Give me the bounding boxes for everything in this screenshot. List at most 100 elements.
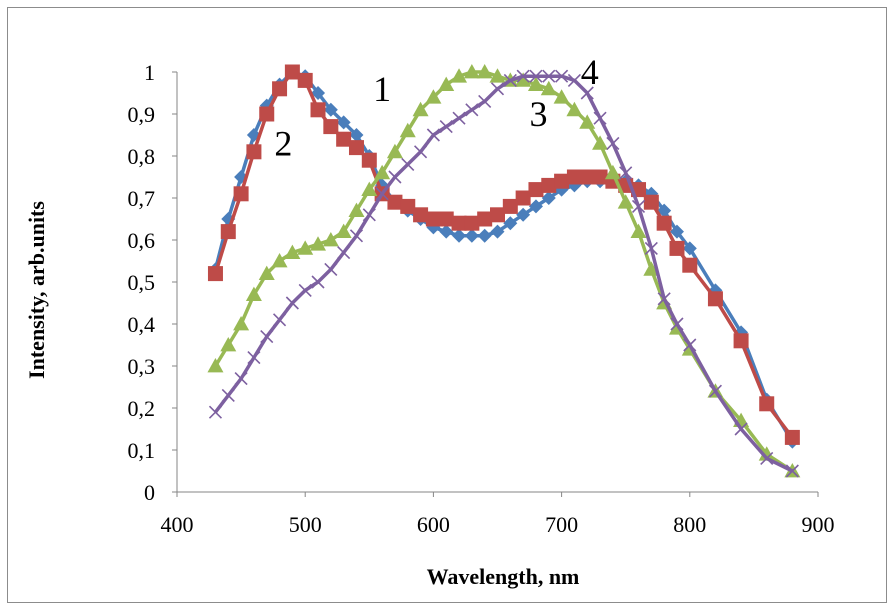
- data-point-diamond: [503, 216, 518, 231]
- data-point-x: [388, 170, 402, 184]
- x-axis-title: Wavelength, nm: [427, 564, 580, 589]
- data-point-diamond: [516, 207, 531, 222]
- x-tick-label: 800: [673, 512, 706, 537]
- data-point-x: [208, 405, 223, 419]
- data-point-square: [246, 144, 262, 160]
- data-point-square: [541, 177, 557, 193]
- data-point-diamond: [657, 203, 672, 218]
- y-tick-label: 0,3: [128, 354, 156, 379]
- data-point-diamond: [323, 102, 338, 117]
- y-tick-label: 0,1: [128, 438, 156, 463]
- data-point-square: [759, 396, 775, 412]
- data-point-triangle: [425, 89, 442, 104]
- data-point-x: [478, 94, 492, 108]
- data-point-x: [785, 464, 799, 478]
- y-tick-label: 0,7: [128, 186, 156, 211]
- data-point-x: [580, 86, 594, 100]
- data-point-square: [348, 140, 364, 156]
- data-point-square: [297, 72, 313, 88]
- data-point-x: [760, 451, 774, 465]
- data-point-x: [503, 73, 517, 87]
- data-point-square: [413, 207, 429, 223]
- data-point-triangle: [758, 446, 775, 461]
- data-point-x: [593, 111, 607, 125]
- data-point-x: [708, 384, 723, 398]
- data-point-square: [438, 211, 454, 227]
- series-2: [207, 64, 800, 445]
- y-tick-label: 0,6: [128, 228, 156, 253]
- data-point-triangle: [271, 253, 288, 268]
- data-point-x: [234, 372, 248, 386]
- curve-label-2: 2: [274, 123, 292, 163]
- data-point-triangle: [207, 358, 224, 373]
- data-point-triangle: [489, 68, 506, 83]
- x-tick-label: 700: [545, 512, 578, 537]
- data-point-square: [310, 102, 326, 118]
- data-point-x: [401, 157, 415, 171]
- data-point-triangle: [233, 316, 250, 331]
- y-tick-label: 0: [144, 480, 155, 505]
- data-point-x: [221, 388, 235, 402]
- data-point-x: [375, 187, 389, 201]
- data-point-triangle: [579, 114, 596, 129]
- data-point-square: [477, 211, 493, 227]
- x-tick-label: 900: [802, 512, 835, 537]
- data-point-diamond: [682, 241, 697, 256]
- data-point-square: [528, 182, 544, 198]
- data-point-triangle: [399, 122, 416, 138]
- data-point-x: [619, 166, 633, 180]
- y-tick-label: 0,8: [128, 144, 156, 169]
- data-point-diamond: [669, 224, 684, 239]
- y-tick-label: 0,5: [128, 270, 156, 295]
- data-point-x: [439, 120, 453, 134]
- data-point-square: [733, 333, 749, 349]
- data-point-x: [426, 128, 440, 142]
- data-point-triangle: [643, 261, 660, 276]
- data-point-diamond: [439, 224, 454, 239]
- data-point-square: [682, 257, 698, 273]
- data-point-x: [516, 69, 530, 83]
- data-point-triangle: [566, 101, 583, 117]
- data-point-square: [579, 169, 595, 185]
- data-point-triangle: [438, 76, 455, 91]
- data-point-triangle: [386, 143, 403, 159]
- data-point-triangle: [245, 286, 262, 301]
- data-point-x: [529, 69, 543, 83]
- data-point-triangle: [374, 164, 391, 180]
- data-point-x: [734, 422, 748, 436]
- x-tick-label: 400: [161, 512, 194, 537]
- data-point-triangle: [630, 223, 647, 238]
- x-tick-label: 500: [289, 512, 322, 537]
- data-point-square: [656, 215, 672, 231]
- data-point-square: [387, 194, 403, 210]
- data-point-triangle: [322, 232, 339, 247]
- data-point-triangle: [284, 244, 301, 259]
- data-point-triangle: [412, 101, 429, 117]
- data-point-x: [465, 103, 479, 117]
- y-tick-label: 1: [144, 60, 155, 85]
- data-point-x: [362, 208, 376, 222]
- series-4: [208, 69, 799, 478]
- data-point-x: [285, 296, 299, 310]
- data-point-diamond: [477, 228, 492, 243]
- data-point-diamond: [490, 224, 505, 239]
- data-point-triangle: [361, 181, 378, 196]
- data-point-x: [657, 292, 671, 306]
- data-point-triangle: [592, 135, 609, 150]
- data-point-triangle: [515, 72, 532, 87]
- data-point-triangle: [220, 337, 237, 352]
- data-point-x: [452, 111, 466, 125]
- data-point-diamond: [311, 86, 326, 100]
- data-point-triangle: [297, 240, 314, 255]
- tick-labels: 0 0,1 0,2 0,3 0,4 0,5 0,6 0,7 0,8 0,9 1 400 500 600 70…: [128, 60, 835, 537]
- axes: [176, 72, 818, 493]
- data-point-triangle: [463, 64, 480, 79]
- data-point-square: [515, 190, 531, 206]
- data-point-x: [349, 229, 364, 243]
- data-point-square: [490, 207, 505, 223]
- data-point-x: [555, 69, 569, 83]
- y-tick-label: 0,4: [128, 312, 156, 337]
- data-point-square: [451, 215, 467, 231]
- data-point-diamond: [452, 228, 467, 243]
- data-point-triangle: [335, 223, 352, 238]
